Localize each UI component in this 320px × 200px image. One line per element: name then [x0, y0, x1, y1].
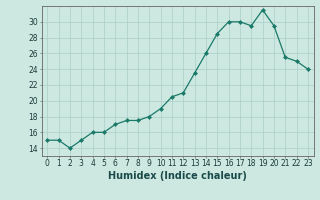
- X-axis label: Humidex (Indice chaleur): Humidex (Indice chaleur): [108, 171, 247, 181]
